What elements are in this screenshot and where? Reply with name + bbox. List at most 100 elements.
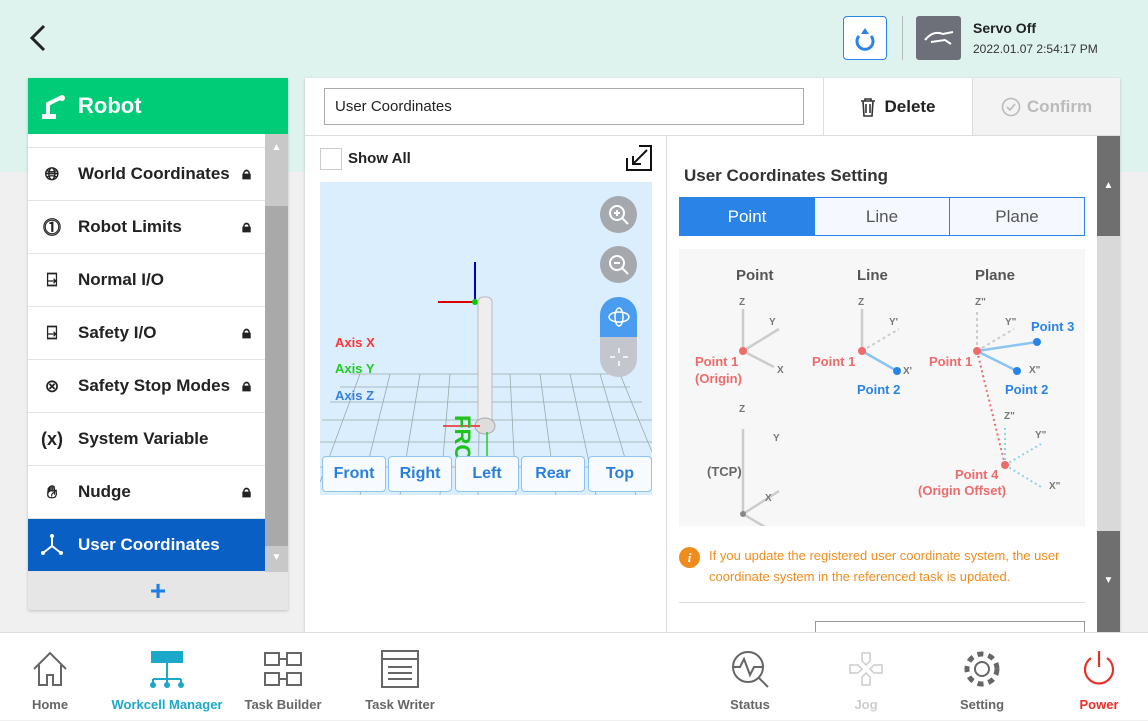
svg-text:(Origin): (Origin) [695, 371, 742, 386]
svg-text:Point 4: Point 4 [955, 467, 999, 482]
svg-text:Point: Point [736, 267, 774, 284]
datetime: 2022.01.07 2:54:17 PM [973, 42, 1098, 56]
view-front-button[interactable]: Front [322, 456, 386, 492]
lock-icon: 🔒︎ [241, 376, 251, 395]
servo-status: Servo Off [973, 20, 1037, 36]
viewer-scene: FRONT [320, 262, 652, 495]
rotate-mode-button[interactable] [600, 297, 637, 337]
sidebar-item-world-coordinates[interactable]: 🌐︎ World Coordinates 🔒︎ [28, 148, 265, 201]
divider [666, 136, 667, 632]
nav-power[interactable]: Power [1049, 633, 1148, 721]
nav-home[interactable]: Home [0, 633, 100, 721]
show-all-label: Show All [348, 150, 411, 167]
coordinate-field[interactable] [815, 621, 1085, 641]
info-message: i If you update the registered user coord… [679, 545, 1085, 587]
svg-text:Plane: Plane [975, 267, 1015, 284]
sidebar-title: Robot [78, 93, 142, 118]
setting-title: User Coordinates Setting [684, 166, 889, 185]
nav-setting[interactable]: Setting [932, 633, 1032, 721]
svg-text:Z": Z" [1004, 411, 1015, 422]
sidebar-item-user-coordinates[interactable]: User Coordinates [28, 519, 265, 572]
svg-text:X": X" [1049, 481, 1061, 492]
settings-scrollbar[interactable]: ▲ ▼ [1097, 136, 1120, 632]
sidebar-item-system-variable[interactable]: (x) System Variable [28, 413, 265, 466]
coordinate-name-input[interactable]: User Coordinates [324, 88, 804, 125]
svg-text:Point 1: Point 1 [929, 354, 972, 369]
globe-icon: 🌐︎ [44, 163, 60, 184]
svg-text:Z: Z [739, 297, 745, 308]
view-rear-button[interactable]: Rear [521, 456, 585, 492]
lock-icon: 🔒︎ [241, 217, 251, 236]
svg-text:Y": Y" [1005, 317, 1017, 328]
view-left-button[interactable]: Left [455, 456, 519, 492]
info-icon: i [679, 547, 700, 568]
show-all-checkbox[interactable] [320, 148, 342, 170]
sidebar-header: Robot [28, 78, 288, 134]
sidebar-scrollbar[interactable]: ▲ ▼ [265, 134, 288, 572]
sidebar-item-normal-io[interactable]: ⍈ Normal I/O [28, 254, 265, 307]
method-tabs: Point Line Plane [679, 197, 1085, 236]
axis-y-label: Axis Y [335, 361, 375, 376]
delete-button[interactable]: Delete [823, 78, 972, 135]
variable-icon: (x) [41, 428, 63, 449]
robot-3d-viewer[interactable]: FRONT Axis X Axis Y Axis Z Front Right L… [320, 182, 652, 495]
axis-x-label: Axis X [335, 335, 375, 350]
zoom-out-button[interactable] [600, 246, 637, 283]
tab-plane[interactable]: Plane [949, 198, 1084, 235]
svg-text:Y: Y [773, 433, 780, 444]
view-right-button[interactable]: Right [388, 456, 452, 492]
add-button[interactable]: + [28, 572, 288, 610]
home-icon [33, 651, 67, 686]
svg-text:Point 1: Point 1 [695, 354, 738, 369]
nav-jog[interactable]: Jog [816, 633, 916, 721]
zoom-in-button[interactable] [600, 196, 637, 233]
power-icon [1083, 651, 1115, 685]
sidebar-item-safety-io[interactable]: ⍈ Safety I/O 🔒︎ [28, 307, 265, 360]
sidebar-list: 🌐︎ World Coordinates 🔒︎ ⓵ Robot Limits 🔒︎ ⍈ N… [28, 134, 265, 572]
rotate-icon [607, 307, 630, 327]
move-icon [609, 348, 628, 366]
limit-icon: ⓵ [43, 218, 61, 238]
pan-mode-button[interactable] [600, 337, 637, 377]
trash-icon [861, 97, 876, 117]
back-button[interactable] [26, 20, 56, 56]
confirm-button[interactable]: Confirm [972, 78, 1120, 135]
io-icon: ⍈ [46, 322, 58, 343]
io-icon: ⍈ [46, 269, 58, 290]
robot-arm-icon [42, 95, 65, 119]
divider [902, 16, 903, 60]
svg-text:Y": Y" [1035, 430, 1047, 441]
tab-line[interactable]: Line [814, 198, 949, 235]
nav-task-writer[interactable]: Task Writer [350, 633, 450, 721]
tab-point[interactable]: Point [680, 198, 814, 235]
gear-icon [964, 651, 1000, 687]
sidebar-item-safety-stop-modes[interactable]: ⊗ Safety Stop Modes 🔒︎ [28, 360, 265, 413]
svg-text:Y: Y [769, 317, 776, 328]
servo-hand-icon [923, 31, 953, 45]
sidebar-item-robot-limits[interactable]: ⓵ Robot Limits 🔒︎ [28, 201, 265, 254]
nav-status[interactable]: Status [700, 633, 800, 721]
expand-button[interactable] [625, 144, 653, 177]
servo-button[interactable] [916, 16, 961, 60]
lock-icon: 🔒︎ [241, 323, 251, 342]
nav-workcell-manager[interactable]: Workcell Manager [111, 633, 223, 721]
svg-text:Point 3: Point 3 [1031, 319, 1074, 334]
stop-icon: ⊗ [44, 375, 60, 396]
svg-text:X': X' [903, 366, 912, 377]
refresh-button[interactable] [843, 16, 887, 60]
coordinate-method-diagram: Point Line Plane Z Y X Z Y' X' Z" Y" X" Z Y X Z" Y" X" (… [679, 249, 1085, 536]
svg-text:(Origin Offset): (Origin Offset) [918, 483, 1006, 498]
axes-icon [38, 531, 66, 559]
zoom-in-icon [608, 204, 629, 225]
nav-task-builder[interactable]: Task Builder [233, 633, 333, 721]
refresh-icon [855, 28, 875, 51]
hand-icon: ✋︎ [46, 481, 58, 502]
svg-text:Y': Y' [889, 317, 898, 328]
check-circle-icon [1001, 97, 1021, 116]
sidebar-item-nudge[interactable]: ✋︎ Nudge 🔒︎ [28, 466, 265, 519]
workcell-icon [150, 651, 184, 688]
sidebar: Robot 🌐︎ World Coordinates 🔒︎ ⓵ Robot Limit… [28, 78, 288, 610]
lock-icon: 🔒︎ [241, 482, 251, 501]
view-top-button[interactable]: Top [588, 456, 652, 492]
jog-icon [849, 652, 883, 686]
